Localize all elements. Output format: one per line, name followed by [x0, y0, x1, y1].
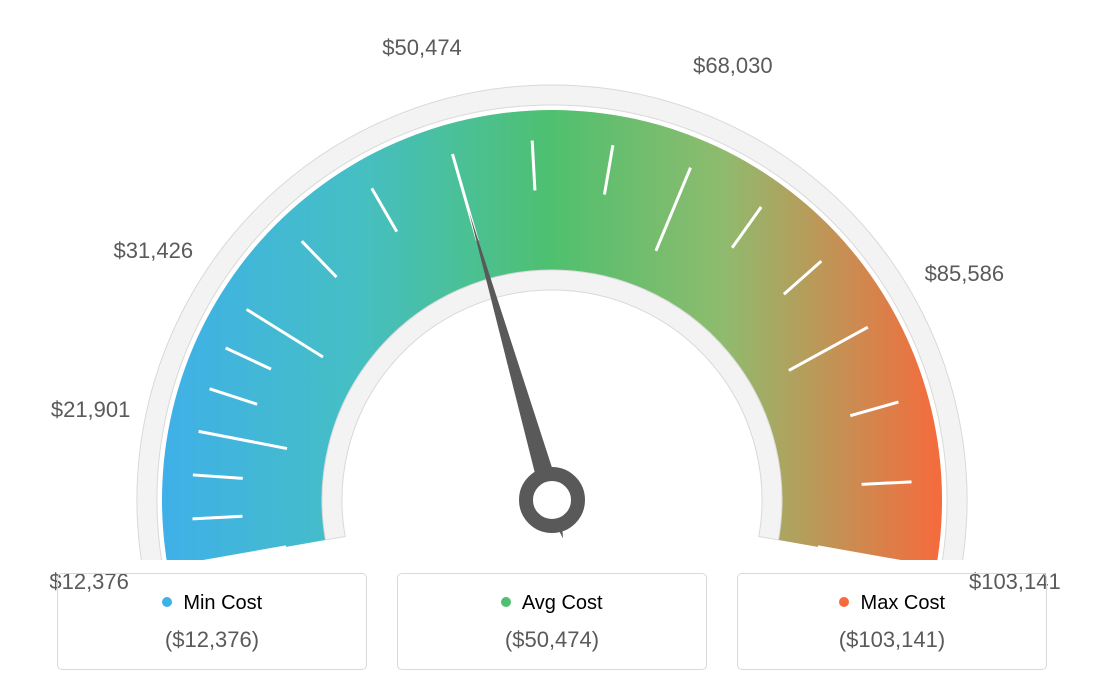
legend-title-avg: Avg Cost: [408, 592, 696, 615]
dot-icon: [162, 597, 172, 607]
legend-value-avg: ($50,474): [408, 627, 696, 653]
legend-label: Max Cost: [861, 592, 945, 614]
legend-box-max: Max Cost ($103,141): [737, 573, 1047, 670]
dot-icon: [839, 597, 849, 607]
legend-box-min: Min Cost ($12,376): [57, 573, 367, 670]
gauge-chart: $12,376$21,901$31,426$50,474$68,030$85,5…: [0, 0, 1104, 550]
gauge-tick-label: $31,426: [114, 238, 194, 264]
legend-label: Avg Cost: [522, 592, 603, 614]
gauge-tick-label: $85,586: [925, 261, 1005, 287]
gauge-tick-label: $21,901: [51, 397, 131, 423]
gauge-tick-label: $50,474: [382, 35, 462, 61]
legend-value-min: ($12,376): [68, 627, 356, 653]
legend-title-max: Max Cost: [748, 592, 1036, 615]
legend-value-max: ($103,141): [748, 627, 1036, 653]
gauge-tick-label: $68,030: [693, 53, 773, 79]
legend-row: Min Cost ($12,376) Avg Cost ($50,474) Ma…: [0, 573, 1104, 670]
dot-icon: [501, 597, 511, 607]
legend-box-avg: Avg Cost ($50,474): [397, 573, 707, 670]
legend-label: Min Cost: [183, 592, 262, 614]
legend-title-min: Min Cost: [68, 592, 356, 615]
